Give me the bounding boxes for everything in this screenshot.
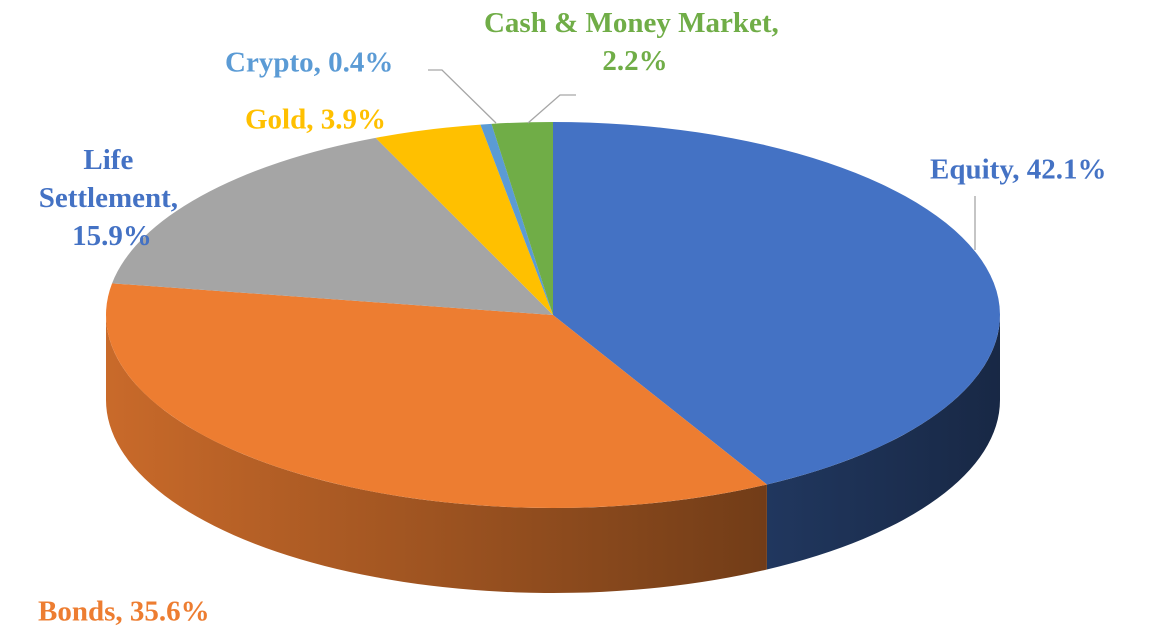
label-line: 15.9%	[72, 220, 152, 252]
pie-tops	[106, 122, 1000, 508]
leader-line	[428, 69, 497, 124]
slice-side	[766, 315, 1000, 570]
data-label: Crypto, 0.4%	[225, 47, 393, 79]
data-label: Equity, 42.1%	[930, 154, 1106, 186]
slice-side	[106, 315, 767, 593]
data-label: Cash & Money Market, 2.2%	[484, 7, 786, 77]
slice	[480, 123, 553, 315]
label-line: Cash & Money Market,	[484, 7, 786, 39]
label-line: Life	[83, 144, 140, 176]
slice	[491, 122, 553, 315]
data-label: Gold, 3.9%	[245, 104, 386, 136]
slice	[106, 283, 767, 508]
data-label: Bonds, 35.6%	[38, 596, 210, 628]
slice	[375, 124, 553, 316]
slice	[553, 122, 1000, 485]
leader-line	[527, 94, 576, 124]
data-label: Life Settlement, 15.9%	[39, 144, 186, 252]
slice	[112, 137, 553, 315]
data-labels: Equity, 42.1% Bonds, 35.6% Life Settlement…	[38, 7, 1106, 628]
pie-sides	[106, 315, 1000, 593]
label-line: Settlement,	[39, 182, 186, 214]
leader-lines	[428, 69, 976, 250]
label-line: 2.2%	[602, 45, 667, 77]
